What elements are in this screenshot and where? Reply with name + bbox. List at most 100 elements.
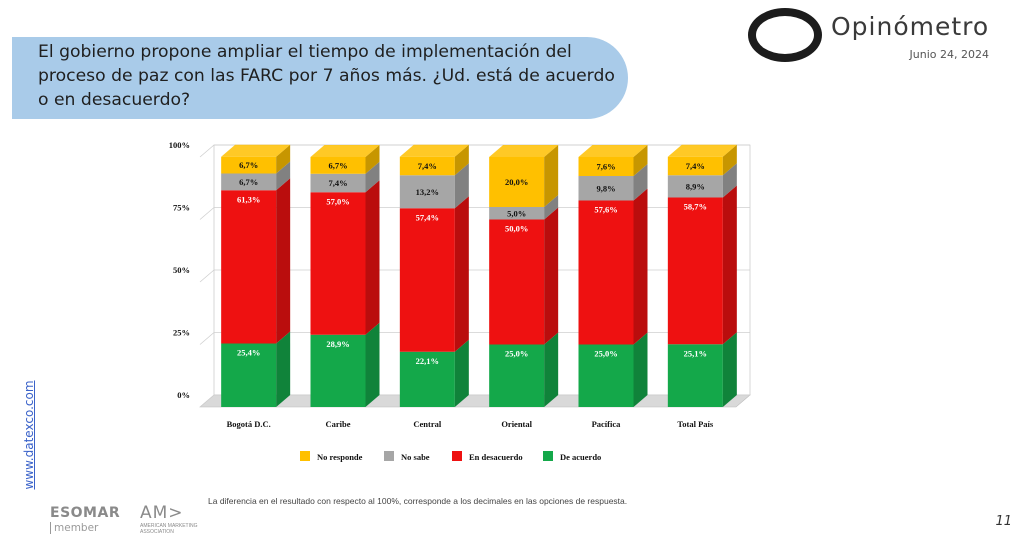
data-label: 22,1% [416, 356, 439, 366]
bar-top-face [399, 144, 469, 157]
bar-top-face [310, 145, 380, 157]
bar-segment [310, 173, 366, 193]
bar-segment [578, 157, 634, 176]
gridline-diagonal [199, 394, 215, 408]
bar-segment-side [454, 196, 469, 352]
data-label: 25,4% [237, 348, 260, 358]
bar-segment-side [276, 331, 291, 407]
data-label: 50,0% [505, 224, 528, 234]
bar-segment-side [722, 332, 737, 407]
legend-label: De acuerdo [560, 452, 601, 462]
data-label: 7,4% [686, 161, 705, 171]
bar-segment-side [633, 145, 648, 176]
data-label: 28,9% [326, 339, 349, 349]
bar-segment [221, 156, 277, 174]
data-label: 25,1% [684, 348, 707, 358]
bar-segment-side [365, 180, 380, 335]
bar-segment [221, 173, 277, 191]
data-label: 5,0% [507, 208, 526, 218]
legend-swatch [384, 451, 394, 461]
esomar-member-label: member [50, 522, 98, 534]
legend-swatch [300, 451, 310, 461]
ama-logo: AM> [140, 503, 184, 523]
bar-segment [578, 344, 634, 407]
bar-segment-side [722, 144, 737, 176]
title-banner: El gobierno propone ampliar el tiempo de… [12, 37, 628, 119]
bar-top-face [489, 145, 559, 157]
bar-segment [310, 192, 366, 335]
esomar-logo: ESOMAR [50, 505, 121, 521]
legend-entry: En desacuerdo [452, 451, 523, 462]
data-label: 25,0% [505, 349, 528, 359]
bar-segment-side [722, 163, 737, 198]
bar-top-face [578, 145, 648, 157]
bar-segment-side [544, 195, 559, 220]
report-date: Junio 24, 2024 [909, 48, 989, 61]
bar-top-face [221, 144, 291, 157]
bar-segment-side [633, 332, 648, 407]
bar-segment [310, 157, 366, 174]
x-tick-label: Central [413, 419, 441, 429]
bar-segment [399, 175, 455, 209]
data-label: 6,7% [239, 177, 258, 187]
data-label: 57,0% [326, 196, 349, 206]
bar-segment [399, 208, 455, 352]
bar-segment [578, 176, 634, 201]
bar-segment-side [544, 145, 559, 207]
gridline-diagonal [199, 144, 215, 158]
data-label: 7,4% [418, 161, 437, 171]
x-tick-label: Total País [677, 419, 714, 429]
bar-segment-side [276, 144, 291, 174]
bar-segment-side [544, 207, 559, 345]
legend-entry: No sabe [384, 451, 430, 462]
data-label: 20,0% [505, 177, 528, 187]
gridline-diagonal [199, 269, 215, 283]
brand-name: Opinómetro [831, 12, 990, 41]
x-tick-label: Pacífica [592, 419, 622, 429]
footnote: La diferencia en el resultado con respec… [208, 496, 628, 506]
y-tick-label: 100% [169, 140, 190, 150]
data-label: 6,7% [328, 160, 347, 170]
brand-block: Opinómetro Junio 24, 2024 [747, 6, 1007, 76]
data-label: 58,7% [684, 202, 707, 212]
bar-segment [489, 157, 545, 207]
y-tick-label: 25% [173, 328, 190, 338]
question-title: El gobierno propone ampliar el tiempo de… [38, 42, 615, 110]
bar-segment [399, 351, 455, 407]
page-number: 11 [995, 514, 1012, 529]
bar-segment-side [633, 188, 648, 345]
bar-segment [221, 190, 277, 344]
data-label: 61,3% [237, 194, 260, 204]
bar-segment-side [276, 161, 291, 191]
bar-segment [310, 334, 366, 407]
bar-segment-side [454, 163, 469, 209]
data-label: 7,4% [328, 178, 347, 188]
x-tick-label: Caribe [325, 419, 350, 429]
bar-segment-side [365, 145, 380, 174]
y-tick-label: 50% [173, 265, 190, 275]
x-tick-label: Oriental [501, 419, 532, 429]
data-label: 13,2% [416, 187, 439, 197]
bar-segment [489, 219, 545, 345]
bar-segment [667, 156, 723, 176]
legend-swatch [543, 451, 553, 461]
legend-label: No sabe [401, 452, 430, 462]
legend-label: En desacuerdo [469, 452, 523, 462]
bar-segment-side [633, 164, 648, 201]
bar-segment [489, 344, 545, 407]
bar-segment [489, 207, 545, 220]
bar-segment [399, 156, 455, 176]
x-tick-label: Bogotá D.C. [227, 419, 271, 429]
bar-segment-side [454, 144, 469, 176]
gridline-diagonal [199, 207, 215, 220]
bar-segment-side [454, 339, 469, 407]
data-label: 7,6% [596, 162, 615, 172]
data-label: 9,8% [596, 183, 615, 193]
y-tick-label: 75% [173, 203, 190, 213]
bar-segment [667, 197, 723, 345]
ama-label: AMERICAN MARKETING ASSOCIATION [140, 523, 198, 535]
bar-segment-side [365, 161, 380, 193]
bar-segment [667, 344, 723, 407]
bar-segment [667, 175, 723, 198]
